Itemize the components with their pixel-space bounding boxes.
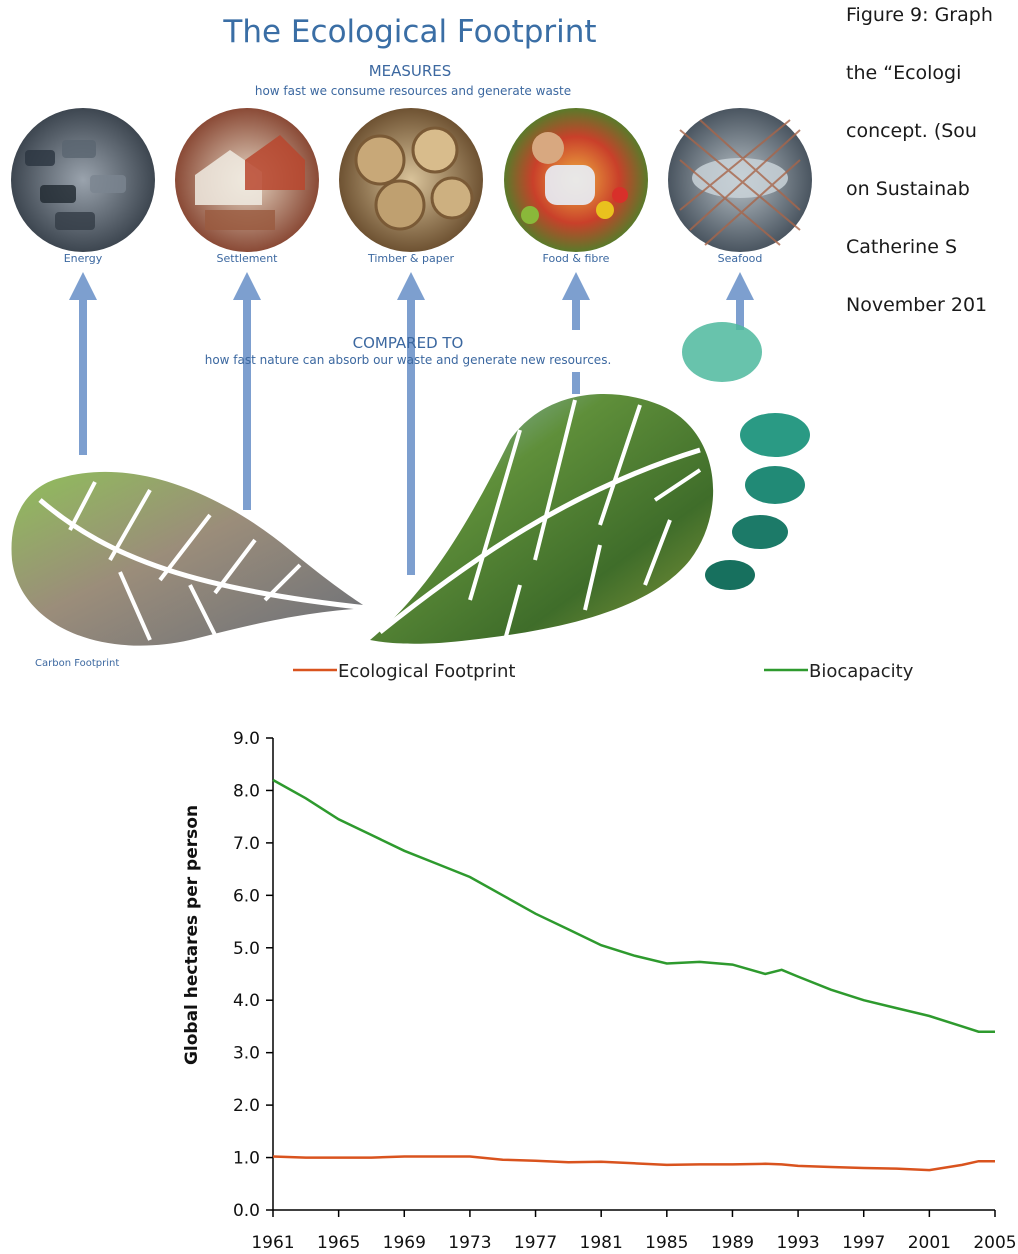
- category-timber-paper: Timber & paper: [339, 108, 483, 265]
- toe-icon: [732, 515, 788, 549]
- category-seafood: Seafood: [668, 108, 812, 265]
- series-line-ecological-footprint: [272, 1155, 995, 1172]
- x-tick-label: 2001: [908, 1233, 951, 1253]
- x-tick-label: 1993: [776, 1233, 819, 1253]
- measures-text: how fast we consume resources and genera…: [255, 84, 571, 98]
- chart-series: [272, 778, 995, 1172]
- ecological-footprint-infographic: The Ecological Footprint MEASURES how fa…: [11, 14, 812, 669]
- y-tick-label: 4.0: [233, 991, 260, 1011]
- y-tick-label: 1.0: [233, 1149, 260, 1169]
- x-tick-label: 1985: [645, 1233, 688, 1253]
- traffic-jam-photo-icon: [11, 108, 155, 252]
- caption-line: Figure 9: Graph: [846, 4, 993, 26]
- category-energy: Energy: [11, 108, 155, 265]
- footprint-biocapacity-chart: Ecological Footprint Biocapacity 0.0 1.0 2.…: [182, 661, 1017, 1253]
- y-tick-label: 9.0: [233, 729, 260, 749]
- series-line-biocapacity: [272, 778, 995, 1033]
- x-tick-label: 1969: [383, 1233, 426, 1253]
- category-label: Food & fibre: [543, 252, 610, 265]
- x-tick-label: 1989: [711, 1233, 754, 1253]
- caption-line: the “Ecologi: [846, 62, 962, 84]
- x-tick-label: 2005: [973, 1233, 1016, 1253]
- caption-line: concept. (Sou: [846, 120, 977, 142]
- toe-icon: [682, 322, 762, 382]
- arrow-up-icon: [397, 272, 425, 575]
- category-label: Timber & paper: [367, 252, 454, 265]
- toe-icon: [740, 413, 810, 457]
- toe-icon: [745, 466, 805, 504]
- arrow-up-icon: [233, 272, 261, 510]
- y-tick-label: 3.0: [233, 1044, 260, 1064]
- y-tick-label: 2.0: [233, 1096, 260, 1116]
- compared-heading: COMPARED TO: [353, 334, 464, 352]
- category-settlement: Settlement: [175, 108, 319, 265]
- measures-heading: MEASURES: [369, 62, 452, 80]
- chart-legend: Ecological Footprint Biocapacity: [293, 661, 914, 682]
- carbon-footprint-leaf: Carbon Footprint: [11, 471, 369, 669]
- y-tick-label: 5.0: [233, 939, 260, 959]
- x-tick-label: 1961: [251, 1233, 294, 1253]
- x-tick-label: 1997: [842, 1233, 885, 1253]
- y-axis-label: Global hectares per person: [182, 805, 202, 1065]
- y-tick-label: 7.0: [233, 834, 260, 854]
- infographic-title: The Ecological Footprint: [222, 14, 596, 50]
- x-tick-label: 1977: [514, 1233, 557, 1253]
- y-tick-label: 8.0: [233, 781, 260, 801]
- carbon-footprint-label: Carbon Footprint: [35, 658, 119, 669]
- compared-text: how fast nature can absorb our waste and…: [205, 353, 612, 367]
- y-tick-label: 0.0: [233, 1201, 260, 1221]
- arrow-up-icon: [562, 272, 590, 330]
- category-label: Energy: [64, 252, 103, 265]
- caption-line: November 201: [846, 294, 988, 316]
- category-label: Seafood: [718, 252, 763, 265]
- chart-axes: 0.0 1.0 2.0 3.0 4.0 5.0 6.0 7.0 8.0 9.0 1961 1965 19…: [233, 729, 1017, 1253]
- figure-caption: Figure 9: Graph the “Ecologi concept. (S…: [846, 0, 1018, 330]
- x-tick-label: 1965: [317, 1233, 360, 1253]
- arrow-up-icon: [69, 272, 97, 455]
- toe-icon: [705, 560, 755, 590]
- caption-line: on Sustainab: [846, 178, 970, 200]
- arrow-up-icon: [726, 272, 754, 330]
- legend-label-ecological-footprint: Ecological Footprint: [338, 661, 515, 682]
- category-label: Settlement: [217, 252, 279, 265]
- x-tick-label: 1981: [580, 1233, 623, 1253]
- measurement-arrows: [69, 272, 754, 575]
- category-food-fibre: Food & fibre: [504, 108, 648, 265]
- y-tick-label: 6.0: [233, 886, 260, 906]
- caption-line: Catherine S: [846, 236, 958, 258]
- x-tick-label: 1973: [448, 1233, 491, 1253]
- legend-label-biocapacity: Biocapacity: [809, 661, 914, 682]
- footprint-foot: [370, 322, 810, 644]
